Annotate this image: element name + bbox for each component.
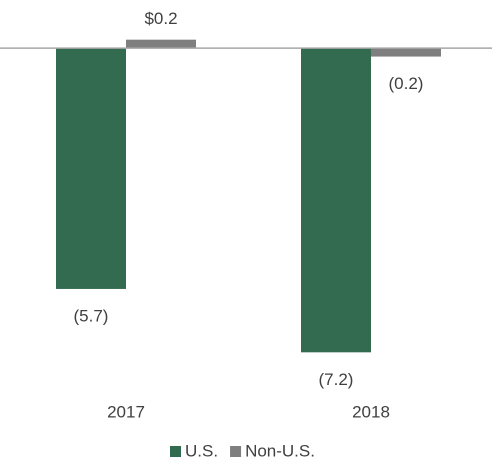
legend-swatch [170,446,181,457]
bar [126,39,196,49]
legend-label: U.S. [185,441,218,460]
bar [371,48,441,57]
data-label: $0.2 [144,9,177,28]
legend-swatch [230,446,242,457]
data-label: (7.2) [319,370,354,389]
bar [301,48,371,353]
x-tick-label: 2018 [352,402,390,421]
data-label: (5.7) [74,306,109,325]
bar [56,48,126,289]
legend-label: Non-U.S. [245,441,315,460]
data-label: (0.2) [389,74,424,93]
x-tick-label: 2017 [107,402,145,421]
